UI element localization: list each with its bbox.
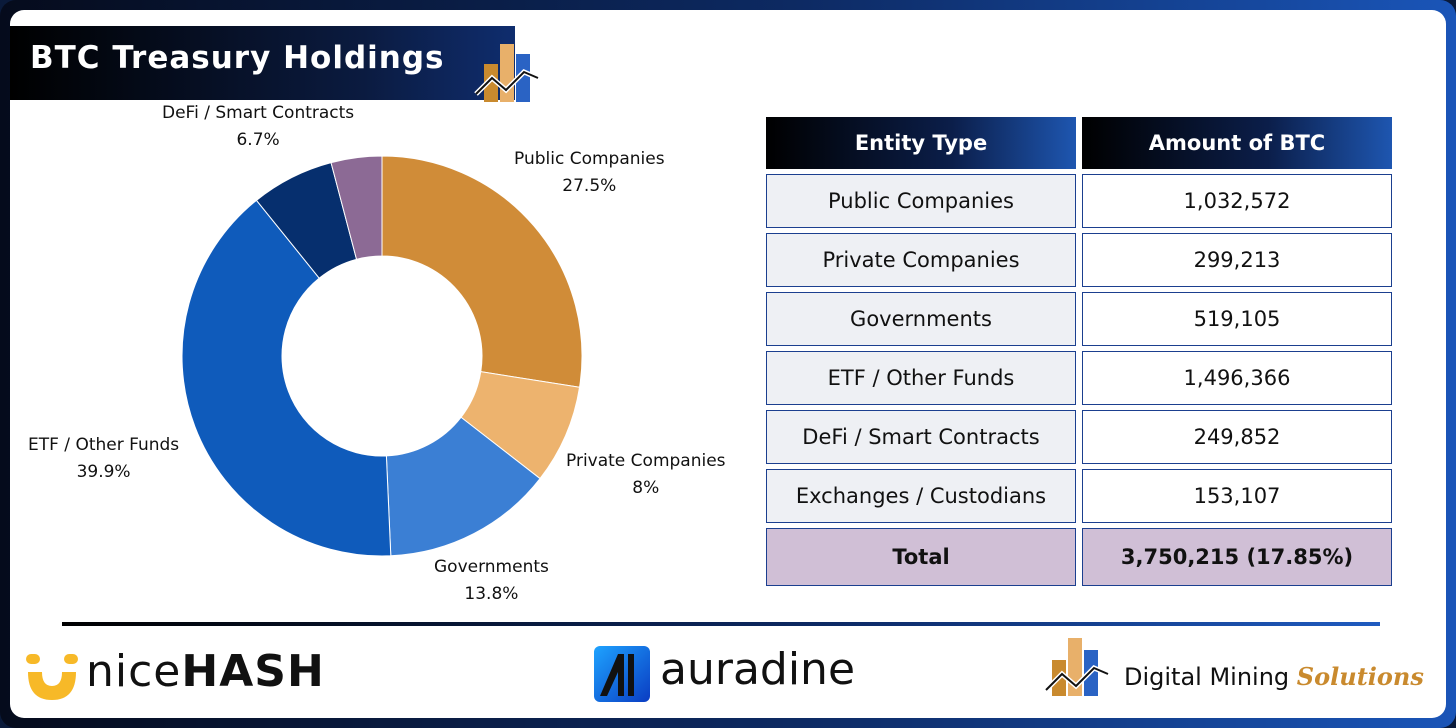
total-amount-cell: 3,750,215 (17.85%) — [1082, 528, 1392, 586]
entity-cell: Private Companies — [766, 233, 1076, 287]
nicehash-light: nice — [86, 646, 182, 697]
amount-cell: 249,852 — [1082, 410, 1392, 464]
btc-holdings-table: Entity Type Amount of BTC Public Compani… — [760, 112, 1398, 591]
slice-label-value: 13.8% — [464, 584, 519, 604]
table-row: ETF / Other Funds 1,496,366 — [766, 351, 1392, 405]
nicehash-bold: HASH — [181, 646, 325, 697]
dms-mark-icon — [474, 44, 539, 102]
table-row: Public Companies 1,032,572 — [766, 174, 1392, 228]
page-title: BTC Treasury Holdings — [30, 40, 445, 76]
slice-label-defi: DeFi / Smart Contracts 6.7% — [162, 100, 354, 154]
amount-cell: 1,032,572 — [1082, 174, 1392, 228]
dms-accent: Solutions — [1296, 662, 1424, 691]
table-row: Governments 519,105 — [766, 292, 1392, 346]
slice-label-text: Private Companies — [566, 451, 726, 471]
header-entity-type: Entity Type — [766, 117, 1076, 169]
nicehash-logo-icon — [26, 654, 78, 700]
entity-cell: DeFi / Smart Contracts — [766, 410, 1076, 464]
total-label-cell: Total — [766, 528, 1076, 586]
slice-label-private: Private Companies 8% — [566, 448, 726, 502]
donut-slice-public-companies — [381, 155, 583, 388]
slice-label-text: ETF / Other Funds — [28, 435, 180, 455]
slice-label-text: DeFi / Smart Contracts — [162, 103, 355, 123]
table-header-row: Entity Type Amount of BTC — [766, 117, 1392, 169]
slice-label-text: Public Companies — [514, 149, 665, 169]
slice-label-text: Governments — [434, 557, 549, 577]
dms-footer-mark-icon — [1044, 638, 1109, 696]
title-bar: BTC Treasury Holdings — [10, 26, 539, 102]
slice-label-value: 6.7% — [236, 130, 280, 150]
amount-cell: 1,496,366 — [1082, 351, 1392, 405]
entity-cell: Governments — [766, 292, 1076, 346]
header-amount-btc: Amount of BTC — [1082, 117, 1392, 169]
table-row: Exchanges / Custodians 153,107 — [766, 469, 1392, 523]
entity-cell: ETF / Other Funds — [766, 351, 1076, 405]
slice-label-value: 27.5% — [562, 176, 617, 196]
table-row: DeFi / Smart Contracts 249,852 — [766, 410, 1392, 464]
amount-cell: 519,105 — [1082, 292, 1392, 346]
donut-slice-exchanges-custodians — [330, 155, 383, 260]
dms-wordmark: Digital Mining Solutions — [1124, 662, 1424, 691]
amount-cell: 299,213 — [1082, 233, 1392, 287]
slice-label-value: 39.9% — [76, 462, 131, 482]
auradine-wordmark: auradine — [660, 644, 856, 695]
nicehash-wordmark: niceHASH — [86, 646, 325, 697]
table-row: Private Companies 299,213 — [766, 233, 1392, 287]
donut-chart — [181, 155, 583, 557]
slice-label-etf: ETF / Other Funds 39.9% — [28, 432, 179, 486]
table-total-row: Total 3,750,215 (17.85%) — [766, 528, 1392, 586]
dms-plain: Digital Mining — [1124, 663, 1297, 691]
auradine-logo-icon — [594, 646, 650, 702]
footer-divider — [62, 622, 1380, 626]
entity-cell: Public Companies — [766, 174, 1076, 228]
infographic-panel: BTC Treasury Holdings DeFi / Smart Contr… — [10, 10, 1446, 718]
amount-cell: 153,107 — [1082, 469, 1392, 523]
slice-label-public: Public Companies 27.5% — [514, 146, 665, 200]
entity-cell: Exchanges / Custodians — [766, 469, 1076, 523]
donut-slice-etf-other-funds — [181, 199, 392, 557]
slice-label-value: 8% — [632, 478, 660, 498]
slice-label-governments: Governments 13.8% — [434, 554, 549, 608]
